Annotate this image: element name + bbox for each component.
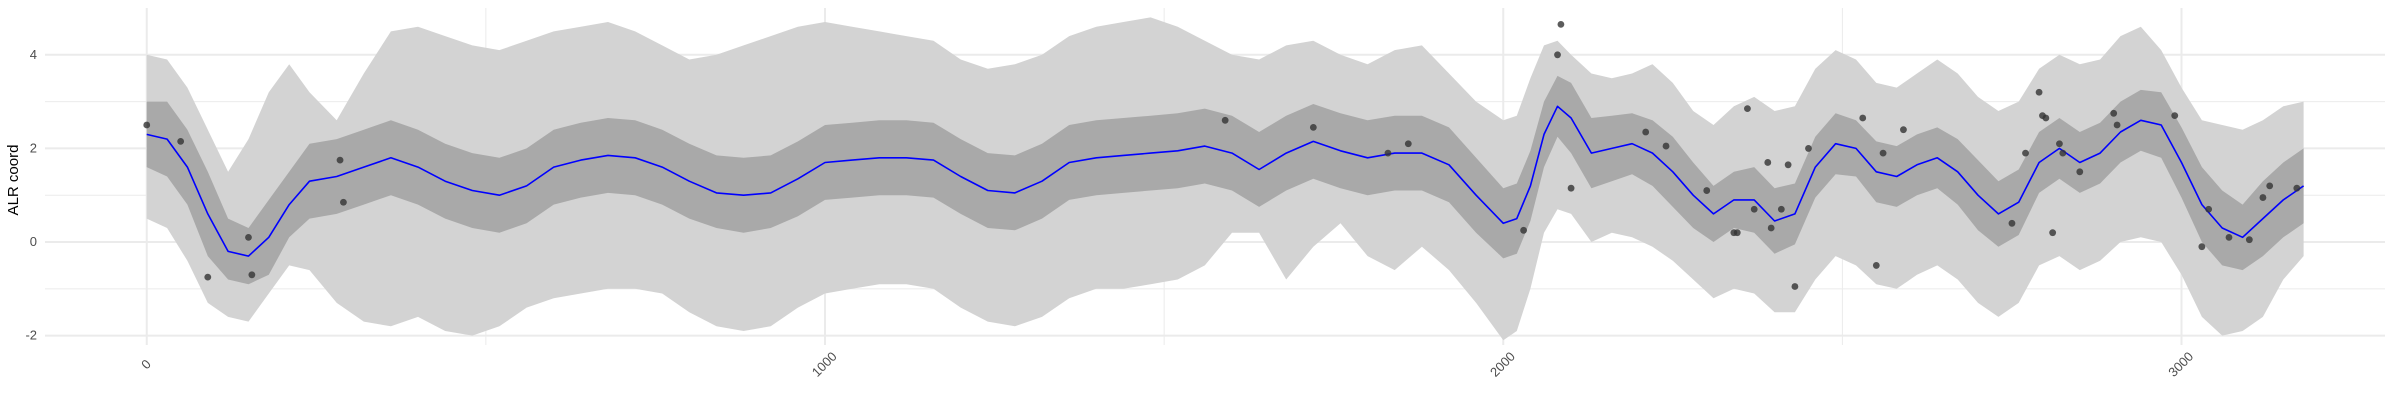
data-point xyxy=(143,121,151,129)
data-point xyxy=(1309,123,1317,131)
data-point xyxy=(2110,109,2118,117)
mean-line-layer xyxy=(146,105,2305,257)
data-point xyxy=(1872,262,1880,269)
data-point xyxy=(1750,205,1758,213)
data-point xyxy=(1805,145,1812,152)
data-point xyxy=(1764,159,1772,166)
data-point xyxy=(2076,168,2084,176)
data-point xyxy=(1642,128,1650,136)
data-point xyxy=(1703,187,1711,194)
data-point xyxy=(1662,142,1670,150)
data-point xyxy=(2293,184,2301,192)
data-point xyxy=(1554,51,1561,59)
data-point xyxy=(340,198,347,206)
data-point xyxy=(2198,243,2206,251)
y-tick-label: 4 xyxy=(30,47,37,62)
data-point xyxy=(204,273,212,281)
inner-confidence-band xyxy=(146,75,2304,285)
data-point xyxy=(2042,114,2050,122)
data-point xyxy=(2059,149,2067,157)
data-point xyxy=(177,137,185,145)
data-point xyxy=(248,271,256,279)
data-point xyxy=(1777,205,1785,213)
data-point xyxy=(1859,114,1867,122)
mean-line xyxy=(146,105,2305,257)
data-point xyxy=(2113,121,2121,129)
data-point xyxy=(1744,105,1751,113)
data-point xyxy=(336,156,344,164)
data-point xyxy=(1404,140,1412,148)
data-point xyxy=(1221,116,1229,124)
data-point xyxy=(2022,149,2029,157)
data-point xyxy=(2225,233,2233,241)
confidence-bands xyxy=(146,17,2304,341)
data-point xyxy=(2259,194,2267,201)
data-point xyxy=(1900,126,1907,134)
data-point xyxy=(1520,226,1528,234)
y-axis-title: ALR coord xyxy=(5,145,22,216)
y-axis-ticks: -2 0 2 4 xyxy=(25,47,37,343)
data-point xyxy=(2056,140,2063,148)
observations xyxy=(143,20,2301,290)
data-point xyxy=(2266,182,2274,190)
data-point xyxy=(1384,149,1392,157)
data-point xyxy=(1567,184,1575,192)
data-point xyxy=(1784,161,1792,169)
data-point xyxy=(1733,229,1741,237)
data-point xyxy=(1879,149,1887,157)
data-point xyxy=(2035,88,2043,96)
data-point xyxy=(245,233,252,241)
data-point xyxy=(2205,205,2213,213)
data-point xyxy=(1767,224,1775,232)
data-point xyxy=(1791,283,1799,290)
y-tick-label: -2 xyxy=(25,328,37,343)
data-point xyxy=(1557,20,1565,28)
data-point xyxy=(2171,112,2179,120)
y-tick-label: 0 xyxy=(30,234,37,249)
y-tick-label: 2 xyxy=(30,140,37,155)
data-point xyxy=(2245,236,2253,244)
data-point xyxy=(2008,219,2016,227)
data-point xyxy=(2049,229,2057,237)
